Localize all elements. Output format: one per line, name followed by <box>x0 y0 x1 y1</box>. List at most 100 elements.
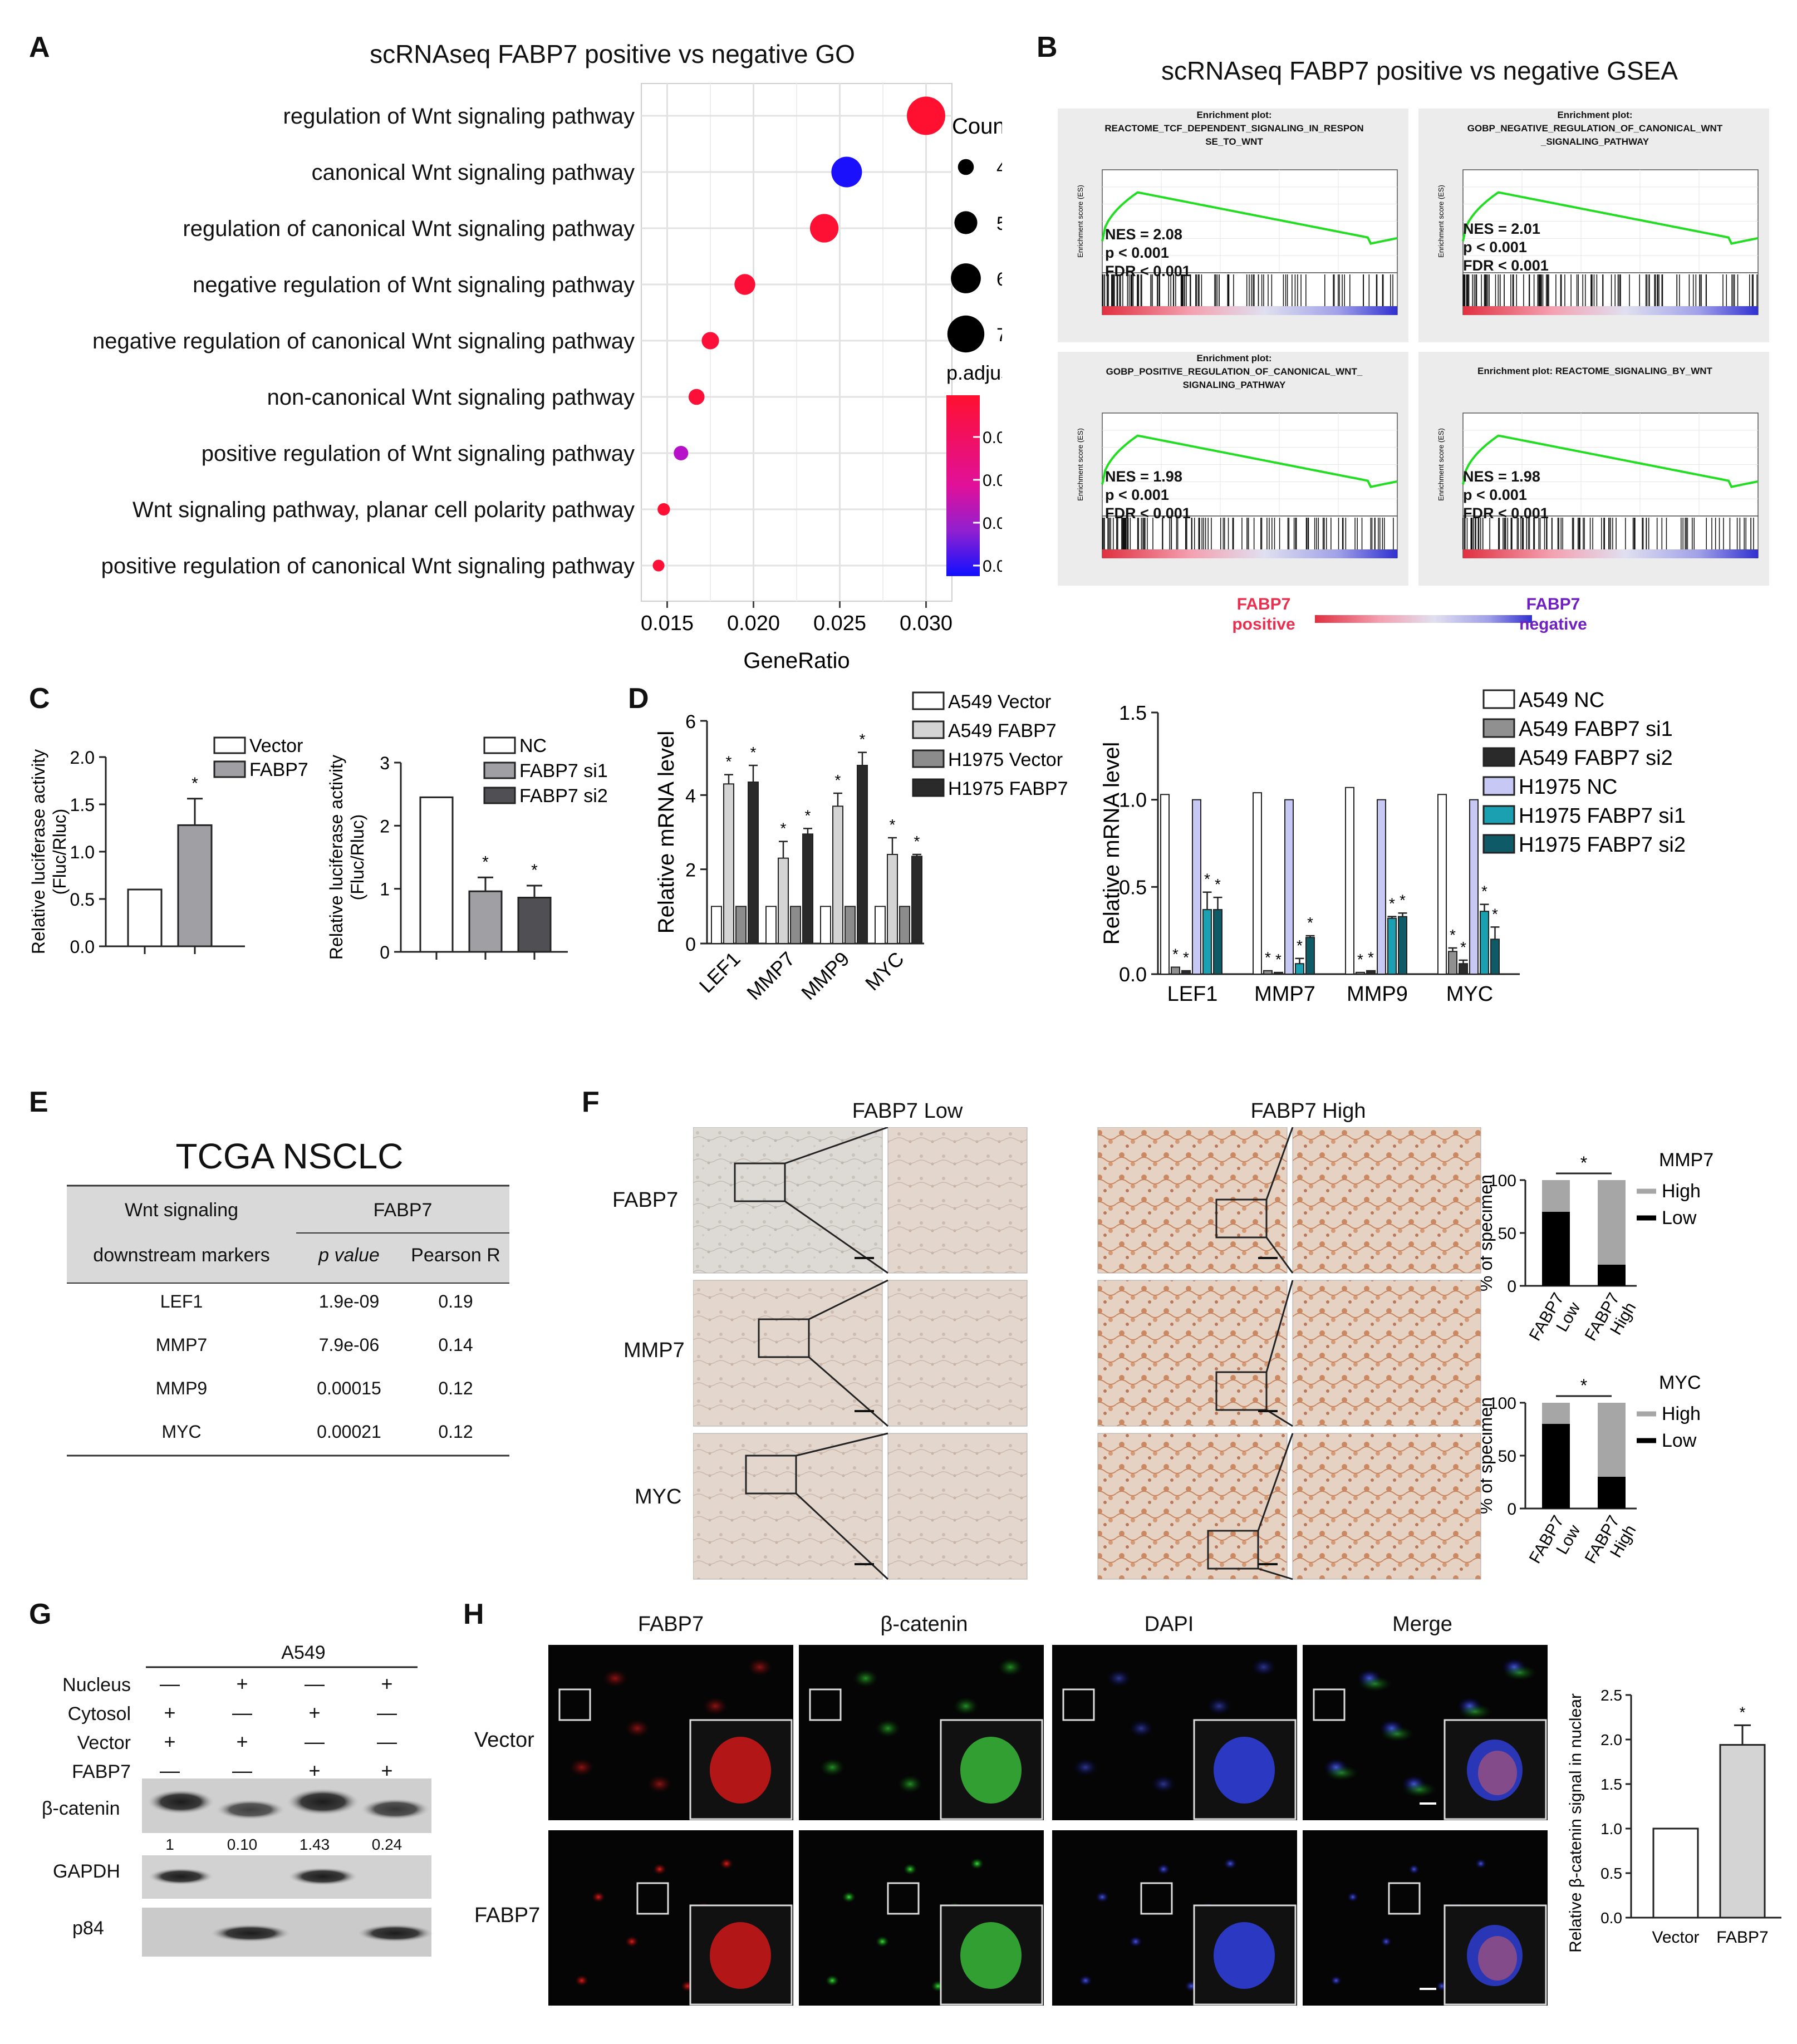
go-dot <box>657 503 670 516</box>
cell-line-underline <box>146 1666 418 1668</box>
significance-mark: * <box>1580 1375 1587 1396</box>
bar <box>1253 792 1262 975</box>
y-tick-label: 50 <box>1498 1447 1516 1466</box>
go-dot <box>701 332 719 350</box>
panel-a-title: scRNAseq FABP7 positive vs negative GO <box>370 40 855 68</box>
gsea-title-1: Enrichment plot: REACTOME_TCF_DEPENDENT_… <box>1104 110 1364 147</box>
y-axis-label: Relative mRNA level <box>1099 742 1124 945</box>
y-tick-label: 2.5 <box>1600 1687 1622 1704</box>
legend-swatch <box>1482 805 1515 825</box>
y-tick-label: 4 <box>685 785 696 807</box>
table-gene: MYC <box>161 1422 202 1442</box>
category-label: MYC <box>1446 982 1493 1006</box>
table-r-value: 0.12 <box>438 1378 473 1398</box>
gsea-y-label: Enrichment score (ES) <box>1437 428 1445 501</box>
significance-mark: * <box>531 861 538 879</box>
category-label: LEF1 <box>695 947 745 998</box>
go-dot <box>831 156 862 188</box>
y-tick-label: 2 <box>685 860 696 881</box>
significance-mark: * <box>1450 926 1456 944</box>
bar <box>419 796 454 953</box>
legend-label: FABP7 si2 <box>519 785 608 807</box>
significance-mark: * <box>860 731 866 748</box>
x-axis-label: GeneRatio <box>743 648 850 673</box>
panel-label-h: H <box>463 1598 484 1630</box>
col-fabp7-high: FABP7 High <box>1250 1099 1366 1123</box>
condition-label: Nucleus <box>62 1674 131 1696</box>
y-tick-label: 3 <box>380 753 390 773</box>
padj-colorbar <box>946 395 980 576</box>
y-tick-label: 2.0 <box>1600 1731 1622 1748</box>
condition-sign: — <box>232 1701 252 1724</box>
go-term: negative regulation of Wnt signaling pat… <box>193 273 635 297</box>
y-tick-label: 1.5 <box>1119 701 1147 724</box>
bar-high <box>1598 1180 1626 1265</box>
panel-c-charts: 0.0 0.5 1.0 1.5 2.0 * Relative luciferase acti… <box>28 735 608 962</box>
count-legend-dot <box>947 315 985 353</box>
legend-swatch <box>1482 718 1515 738</box>
bar-high <box>1542 1180 1570 1212</box>
significance-mark: * <box>1357 951 1363 968</box>
y-tick-label: 1 <box>380 879 390 900</box>
if-col-dapi: DAPI <box>1144 1613 1194 1636</box>
significance-mark: * <box>1481 883 1487 900</box>
bar <box>1202 909 1212 975</box>
legend-title: MMP7 <box>1659 1149 1713 1171</box>
if-image <box>1303 1645 1548 1820</box>
legend-swatch <box>213 760 246 778</box>
legend-title: MYC <box>1659 1372 1701 1393</box>
y-tick-label: 0 <box>685 934 696 955</box>
table-gene: MMP9 <box>155 1378 208 1398</box>
bar-low <box>1542 1424 1570 1509</box>
bar-high <box>1598 1403 1626 1477</box>
significance-mark: * <box>1215 876 1221 893</box>
condition-sign: — <box>160 1672 180 1695</box>
gsea-y-label: Enrichment score (ES) <box>1076 428 1084 501</box>
fabp7-negative-label: FABP7 negative <box>1519 595 1587 633</box>
bar <box>911 856 922 945</box>
go-term: positive regulation of Wnt signaling pat… <box>201 441 635 466</box>
gsea-plot: Enrichment score (ES) <box>1418 352 1769 586</box>
bar <box>1274 971 1283 975</box>
tcga-title: TCGA NSCLC <box>175 1136 404 1176</box>
bar <box>1160 794 1170 975</box>
condition-sign: + <box>164 1730 176 1753</box>
significance-mark: * <box>914 833 920 850</box>
y-tick-label: 1.0 <box>1119 789 1147 812</box>
significance-mark: * <box>192 774 198 793</box>
y-axis-label: Relative mRNA level <box>654 731 679 934</box>
category-label: FABP7High <box>1582 1290 1640 1353</box>
condition-sign: — <box>305 1730 325 1753</box>
bar <box>735 906 747 945</box>
legend-swatch <box>483 736 516 754</box>
bar <box>1652 1827 1699 1919</box>
significance-mark: * <box>1492 905 1498 922</box>
legend-swatch <box>213 736 246 754</box>
significance-mark: * <box>1204 871 1210 888</box>
gsea-stats-3: NES = 1.98 p < 0.001 FDR < 0.001 <box>1105 468 1191 522</box>
panel-label-e: E <box>29 1086 48 1118</box>
y-tick-label: 0 <box>1507 1278 1516 1296</box>
legend-swatch <box>912 691 945 710</box>
gsea-plot: Enrichment score (ES) <box>1058 109 1408 342</box>
gsea-y-label: Enrichment score (ES) <box>1437 185 1445 258</box>
y-tick-label: 1.0 <box>70 842 95 862</box>
go-dot <box>809 214 839 243</box>
gsea-plot: Enrichment score (ES) <box>1058 352 1408 586</box>
condition-label: Vector <box>77 1732 131 1753</box>
condition-sign: + <box>164 1701 176 1724</box>
significance-mark: * <box>835 772 841 789</box>
if-image <box>548 1830 793 2006</box>
x-tick-label: 0.015 <box>641 612 694 635</box>
y-tick-label: 0.5 <box>1119 876 1147 898</box>
go-term: Wnt signaling pathway, planar cell polar… <box>132 498 635 522</box>
bar <box>1448 951 1457 975</box>
significance-mark: * <box>1265 949 1271 966</box>
bar <box>1356 971 1365 975</box>
significance-mark: * <box>1368 949 1374 966</box>
legend-label: H1975 FABP7 <box>948 778 1068 799</box>
go-dot <box>652 559 665 572</box>
legend-label: A549 FABP7 si1 <box>1519 718 1673 741</box>
